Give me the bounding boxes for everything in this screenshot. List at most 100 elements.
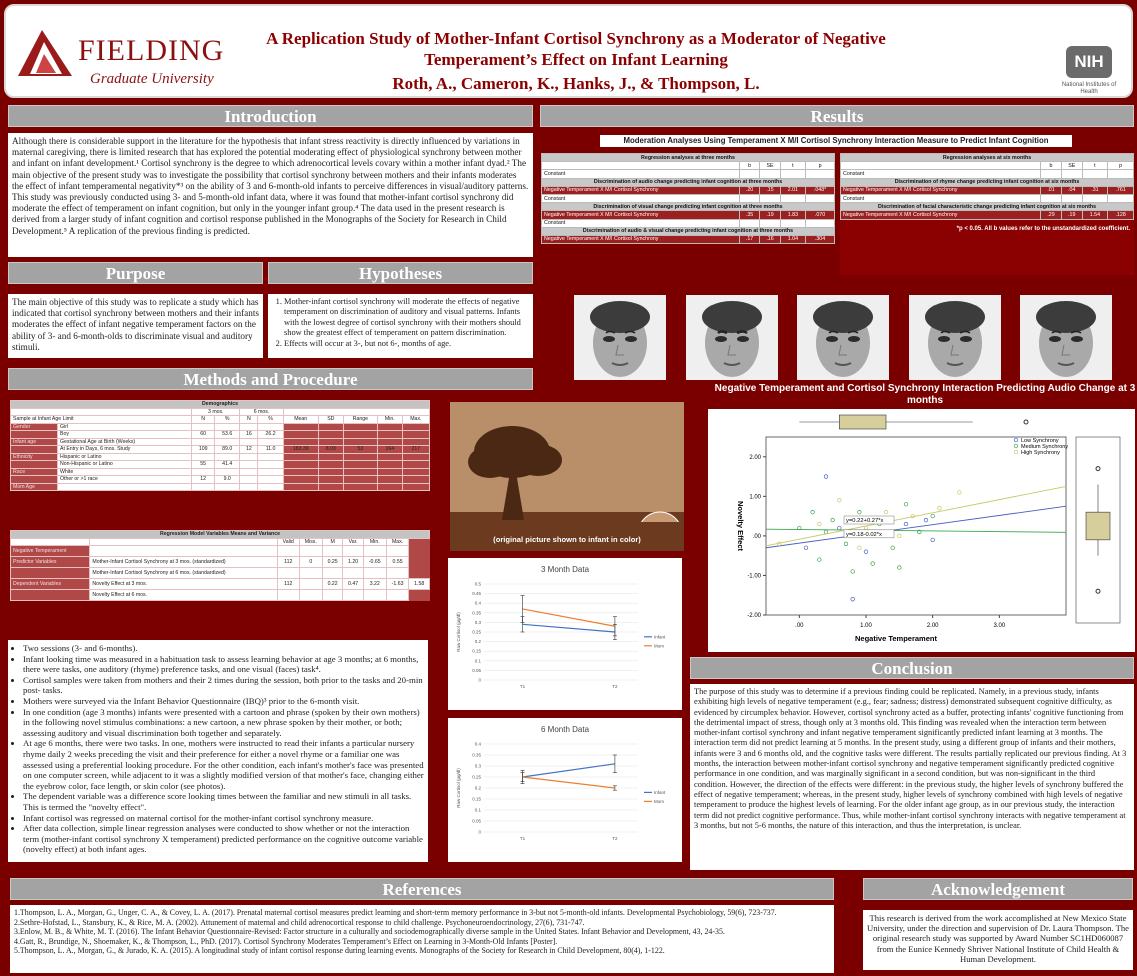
table-cell: 89.0 — [214, 445, 241, 454]
table-cell — [401, 475, 431, 484]
list-item: In one condition (age 3 months) infants … — [23, 707, 424, 739]
fielding-logo-icon — [18, 30, 72, 76]
table-cell — [282, 475, 319, 484]
scatter-point — [857, 545, 862, 550]
table-row: Negative Temperament X M/I Cortisol Sync… — [839, 210, 1134, 220]
table-cell: Dependent Variables — [9, 578, 91, 590]
demographics-group-label: 6 mos. — [239, 407, 284, 416]
table-cell — [257, 452, 284, 461]
demographics-column-header: Mean — [282, 415, 319, 424]
table-cell — [10, 460, 58, 469]
scatter-point — [903, 521, 909, 527]
table-cell: 183.39 — [282, 445, 319, 454]
three-month-chart: 3 Month Data 0 0.05 0.1 0.15 0.2 0.25 0.3 0.35 0.… — [448, 558, 682, 710]
regression-variables-title: Regression Model Variables Means and Var… — [10, 530, 430, 539]
six-month-chart-svg: 6 Month Data 0 0.05 0.1 0.15 0.2 0.25 0.3 0.35 0.… — [456, 725, 666, 841]
list-item: Infant looking time was measured in a ha… — [23, 654, 424, 675]
table-caption: Regression analyses at three months — [541, 152, 835, 163]
table-cell: 0.47 — [342, 578, 364, 590]
table-cell: Mother-Infant Cortisol Synchrony at 6 mo… — [89, 567, 278, 579]
table-cell — [239, 475, 259, 484]
x-tick-label: T1 — [520, 836, 526, 841]
table-cell: 112 — [276, 556, 300, 568]
references-heading: References — [10, 878, 834, 900]
table-cell: 0.25 — [321, 556, 344, 568]
table-cell — [257, 475, 284, 484]
y-axis-label: Raw Cortisol (µg/dl) — [456, 768, 461, 808]
table-cell: Negative Temperament X M/I Cortisol Sync… — [839, 185, 1042, 195]
table-cell: Negative Temperament X M/I Cortisol Sync… — [541, 185, 740, 195]
table-cell: 1.20 — [342, 556, 364, 568]
table-row: Constant — [839, 193, 1134, 204]
legend-label: Mom — [654, 799, 664, 804]
hypotheses-box: Mother-infant cortisol synchrony will mo… — [268, 294, 533, 358]
y-tick-label: 0.1 — [475, 808, 482, 813]
scatter-point — [843, 541, 849, 546]
y-tick-label: 1.00 — [749, 494, 761, 500]
table-cell: Other or >1 race — [56, 475, 193, 484]
table-cell — [839, 161, 1042, 171]
y-axis-label: Raw Cortisol (µg/dl) — [456, 612, 461, 652]
hypothesis-item: Mother-infant cortisol synchrony will mo… — [284, 297, 529, 339]
purpose-text: The main objective of this study was to … — [8, 294, 263, 358]
y-tick-label: .00 — [753, 534, 762, 540]
table-cell: 164 — [376, 445, 403, 454]
table-cell: At Entry in Days, 6 mos. Study — [56, 445, 193, 454]
table-row: Negative Temperament X M/I Cortisol Sync… — [541, 185, 835, 195]
table-cell — [321, 567, 344, 579]
demographics-column-header: N — [239, 415, 259, 424]
demographics-column-header: Sample at Infant Age Limit — [9, 415, 193, 424]
table-cell — [239, 460, 259, 469]
stimulus-picture — [450, 402, 684, 557]
legend-label: Infant — [654, 634, 666, 639]
table-cell: 109 — [191, 445, 216, 454]
table-row: Boy 60 53.6 16 26.2 — [10, 430, 431, 439]
table-cell: 0 — [298, 556, 323, 568]
table-cell — [342, 475, 378, 484]
face-icon — [686, 295, 778, 380]
regression-variables-header-row: Valid Miss. M Var. Min. Max. — [9, 537, 430, 546]
table-cell — [298, 589, 323, 601]
table-cell — [317, 482, 344, 491]
table-cell — [317, 467, 344, 476]
legend-marker — [1013, 437, 1019, 443]
table-cell: Negative Temperament X M/I Cortisol Sync… — [541, 210, 740, 220]
table-cell: b — [1040, 161, 1062, 171]
purpose-paragraph: The main objective of this study was to … — [12, 297, 259, 352]
conclusion-paragraph: The purpose of this study was to determi… — [694, 687, 1127, 830]
table-cell — [759, 193, 781, 204]
table-cell — [239, 482, 259, 491]
fit-line — [765, 528, 1067, 533]
table-cell — [317, 452, 344, 461]
legend-label: Infant — [654, 790, 666, 795]
table-cell — [362, 545, 387, 557]
chart-title: 6 Month Data — [541, 725, 590, 734]
table-cell: .048* — [805, 185, 835, 195]
table-cell — [191, 422, 216, 431]
table-cell: Constant — [839, 193, 1042, 204]
introduction-heading: Introduction — [8, 105, 533, 127]
table-cell — [401, 460, 431, 469]
table-row: Negative Temperament — [9, 545, 430, 557]
face-icon — [574, 295, 666, 380]
scatter-point — [837, 498, 842, 503]
list-item: After data collection, simple linear reg… — [23, 823, 424, 855]
table-cell: White — [56, 467, 193, 476]
table-cell — [317, 437, 344, 446]
table-row: Discrimination of visual change predicti… — [541, 202, 835, 212]
logo-subtitle: Graduate University — [90, 71, 214, 87]
table-cell — [298, 578, 323, 590]
table-cell: 26.2 — [257, 430, 284, 439]
poster-title: A Replication Study of Mother-Infant Cor… — [266, 29, 886, 69]
table-caption: Regression analyses at six months — [840, 152, 1134, 163]
table-cell — [214, 452, 241, 461]
table-cell — [385, 589, 410, 601]
list-item: Mothers were surveyed via the Infant Beh… — [23, 696, 424, 707]
table-cell: Hispanic or Latino — [56, 452, 193, 461]
y-tick-label: 0.05 — [472, 668, 481, 673]
face-photo — [686, 295, 778, 380]
regression-column-header: Var. — [342, 537, 364, 546]
table-cell — [759, 218, 781, 228]
scatter-plot: -2.00 -1.00 .00 1.00 2.00 .00 1.00 2.00 3.00 Nega… — [708, 409, 1135, 652]
table-row: Discrimination of rhyme change predictin… — [840, 177, 1134, 187]
